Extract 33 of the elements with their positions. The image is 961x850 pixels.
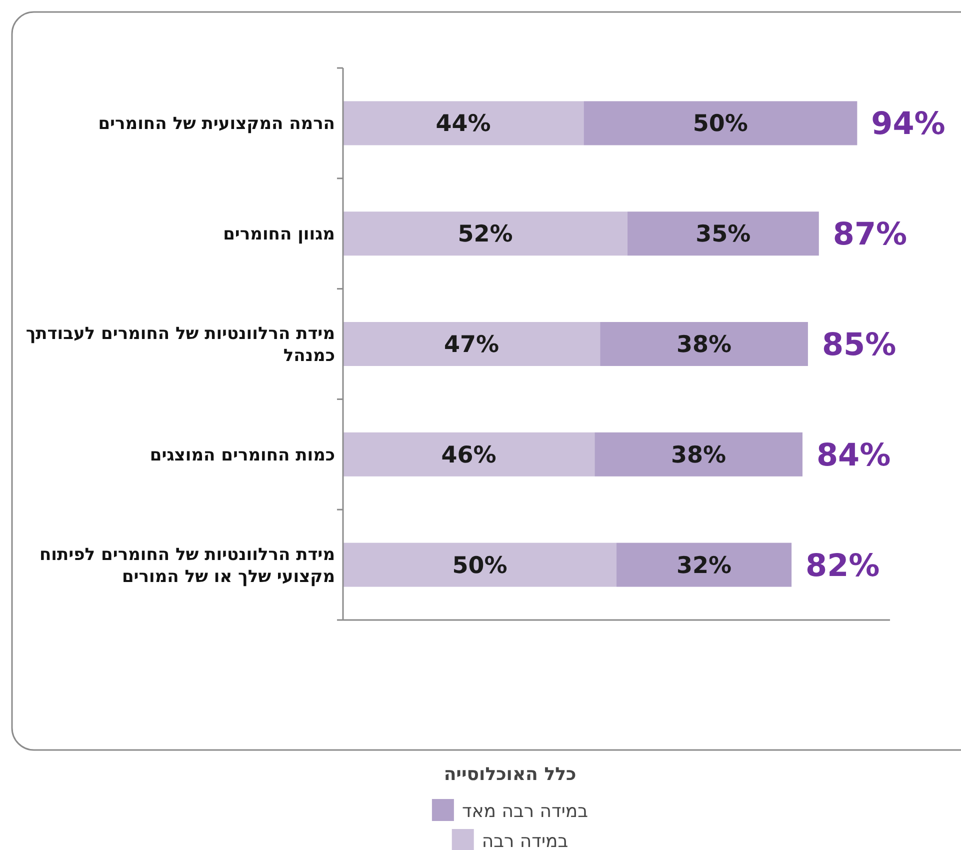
legend-label: במידה רבה (482, 831, 568, 850)
data-label: 47% (444, 332, 500, 358)
data-label: 35% (696, 222, 751, 248)
data-label: 50% (452, 552, 508, 579)
y-tick-label: כמות החומרים המוצגים (150, 445, 335, 466)
y-tick-label: מגוון החומרים (223, 224, 335, 245)
bar (600, 322, 808, 366)
data-label: 44% (436, 111, 491, 138)
legend-label: במידה רבה מאד (462, 801, 588, 822)
data-label: 38% (671, 442, 726, 468)
bar (627, 212, 819, 256)
data-label: 50% (692, 111, 748, 138)
y-tick-label: הרמה המקצועית של החומרים (98, 114, 335, 134)
bar (343, 542, 616, 587)
bar (343, 212, 628, 256)
data-label: 46% (441, 442, 496, 468)
bar (343, 322, 600, 366)
y-tick-label: מידת הרלוונטיות של החומרים לפיתוח מקצועי שלך או של המורים (39, 544, 335, 587)
data-label: 32% (676, 552, 732, 579)
data-label: 52% (458, 222, 513, 248)
total-label: 85% (822, 327, 896, 363)
bar (584, 101, 858, 146)
y-tick-label: מידת הרלוונטיות של החומרים לעבודתך כמנהל (26, 324, 335, 366)
total-label: 94% (871, 106, 946, 142)
bar (616, 542, 792, 587)
bar (343, 432, 595, 476)
total-label: 84% (816, 437, 891, 474)
bar (594, 432, 802, 476)
data-label: 38% (676, 332, 732, 358)
total-label: 87% (832, 216, 908, 253)
legend-title: כלל האוכלוסייה (444, 764, 576, 785)
total-label: 82% (806, 548, 880, 584)
bar (343, 101, 584, 146)
